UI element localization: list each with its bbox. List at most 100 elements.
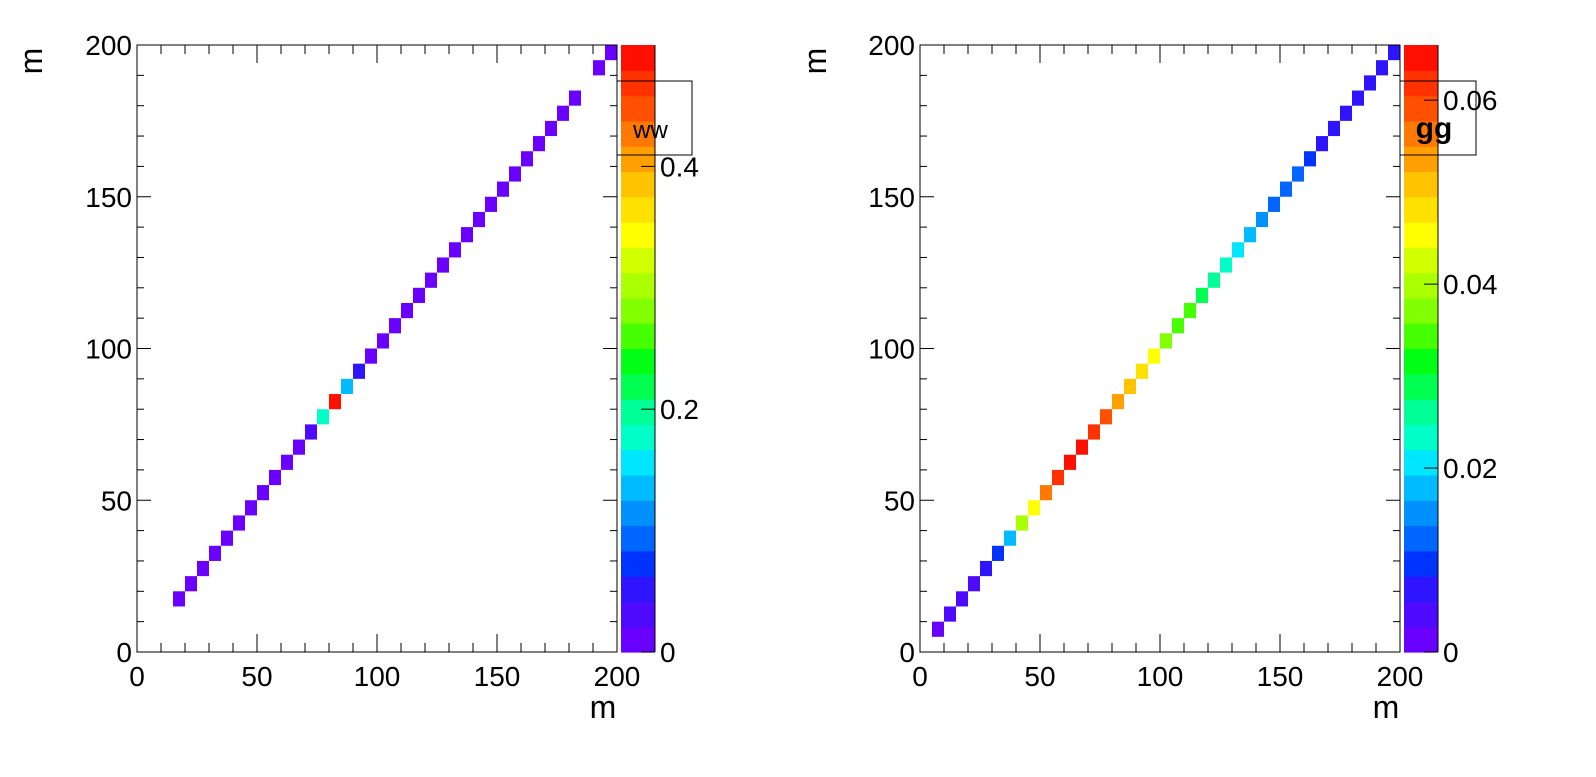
heatmap-cell xyxy=(569,90,581,106)
heatmap-cell xyxy=(233,515,245,531)
y-tick-label: 50 xyxy=(101,485,132,516)
color-scale-segment xyxy=(621,550,655,577)
heatmap-cell xyxy=(401,302,413,319)
color-scale-segment xyxy=(1404,171,1438,198)
color-scale-segment xyxy=(621,297,655,324)
legend-label: ww xyxy=(632,117,668,144)
heatmap-cell xyxy=(461,227,473,243)
color-scale-segment xyxy=(1404,373,1438,400)
heatmap-cells xyxy=(932,45,1400,637)
x-axis-label: m xyxy=(590,689,617,725)
color-scale-segment xyxy=(1404,120,1438,147)
heatmap-cell xyxy=(497,181,509,197)
heatmap-cell xyxy=(293,439,305,455)
heatmap-cell xyxy=(317,409,329,425)
color-scale-segment xyxy=(621,576,655,603)
heatmap-cell xyxy=(269,469,281,486)
y-tick-label: 0 xyxy=(116,637,132,668)
heatmap-cell xyxy=(1304,151,1316,167)
heatmap-cell xyxy=(257,485,269,501)
heatmap-cell xyxy=(1340,105,1352,121)
color-scale-segment xyxy=(621,222,655,248)
color-scale-tick-label: 0 xyxy=(660,637,676,668)
heatmap-cell xyxy=(545,120,557,137)
color-scale-segment xyxy=(621,626,655,653)
heatmap-cell xyxy=(341,378,353,395)
heatmap-cell xyxy=(197,560,209,577)
heatmap-cell xyxy=(509,166,521,182)
color-scale-segment xyxy=(621,247,655,274)
legend-label: gg xyxy=(1416,112,1453,145)
y-axis-label: m xyxy=(797,48,833,75)
heatmap-cell xyxy=(449,242,461,258)
heatmap-cell xyxy=(281,454,293,470)
y-tick-label: 200 xyxy=(85,30,132,61)
heatmap-cell xyxy=(485,196,497,212)
heatmap-cell xyxy=(1388,45,1400,61)
heatmap-cell xyxy=(1196,287,1208,303)
heatmap-cell xyxy=(944,606,956,622)
heatmap-cell xyxy=(605,45,617,61)
heatmap-cell xyxy=(1112,394,1124,410)
color-scale-segment xyxy=(621,171,655,198)
color-scale-segment xyxy=(1404,626,1438,653)
color-scale-bar: 0 0.02 0.04 0.06 xyxy=(1404,45,1498,668)
heatmap-cell xyxy=(968,576,980,592)
heatmap-cell xyxy=(1352,90,1364,106)
color-scale-tick-label: 0.4 xyxy=(660,151,699,182)
x-tick-label: 100 xyxy=(1137,661,1184,692)
heatmap-cell xyxy=(1208,272,1220,288)
color-scale-bar: 0 0.2 0.4 xyxy=(621,45,699,668)
color-scale-segment xyxy=(621,120,655,147)
heatmap-panel-2: 0 50 100 150 200050100150200mm00.020.040.06g… xyxy=(797,30,1498,725)
x-tick-label: 200 xyxy=(1377,661,1424,692)
x-tick-label: 200 xyxy=(594,661,641,692)
heatmap-cell xyxy=(353,363,365,379)
y-tick-label: 150 xyxy=(85,182,132,213)
y-tick-label: 100 xyxy=(85,334,132,365)
color-scale-segment xyxy=(621,373,655,400)
heatmap-cell xyxy=(221,530,233,546)
y-tick-label: 100 xyxy=(868,334,915,365)
heatmap-cell xyxy=(932,621,944,637)
heatmap-cell xyxy=(413,287,425,303)
heatmap-cell xyxy=(365,348,377,364)
color-scale-segment xyxy=(621,424,655,451)
heatmap-cells xyxy=(173,45,617,607)
heatmap-cell xyxy=(1292,166,1304,182)
color-scale-segment xyxy=(621,70,655,97)
color-scale-segment xyxy=(1404,525,1438,552)
heatmap-cell xyxy=(1220,257,1232,273)
heatmap-cell xyxy=(1232,242,1244,258)
x-tick-label: 0 xyxy=(129,661,145,692)
heatmap-cell xyxy=(956,591,968,607)
color-scale-segment xyxy=(1404,272,1438,299)
heatmap-cell xyxy=(1280,181,1292,197)
heatmap-cell xyxy=(1364,75,1376,91)
axis-ticks xyxy=(136,44,618,653)
legend-box xyxy=(616,80,693,156)
color-scale-segment xyxy=(1404,222,1438,248)
heatmap-cell xyxy=(1088,424,1100,440)
heatmap-cell xyxy=(389,318,401,334)
y-axis-label: m xyxy=(13,48,49,75)
axis-ticks xyxy=(919,44,1401,653)
heatmap-cell xyxy=(473,211,485,228)
heatmap-cell xyxy=(557,105,569,121)
color-scale-tick-label: 0.2 xyxy=(660,394,699,425)
color-scale-segment xyxy=(1404,576,1438,603)
heatmap-cell xyxy=(329,394,341,410)
color-scale-segment xyxy=(1404,323,1438,350)
heatmap-cell xyxy=(1076,439,1088,455)
heatmap-cell xyxy=(1124,378,1136,395)
color-scale-segment xyxy=(1404,45,1438,71)
legend-box xyxy=(1399,80,1477,156)
color-scale-segment xyxy=(1404,297,1438,324)
color-scale-segment xyxy=(621,348,655,375)
heatmap-cell xyxy=(1004,530,1016,546)
color-scale-segment xyxy=(1404,550,1438,577)
heatmap-cell xyxy=(173,591,185,607)
